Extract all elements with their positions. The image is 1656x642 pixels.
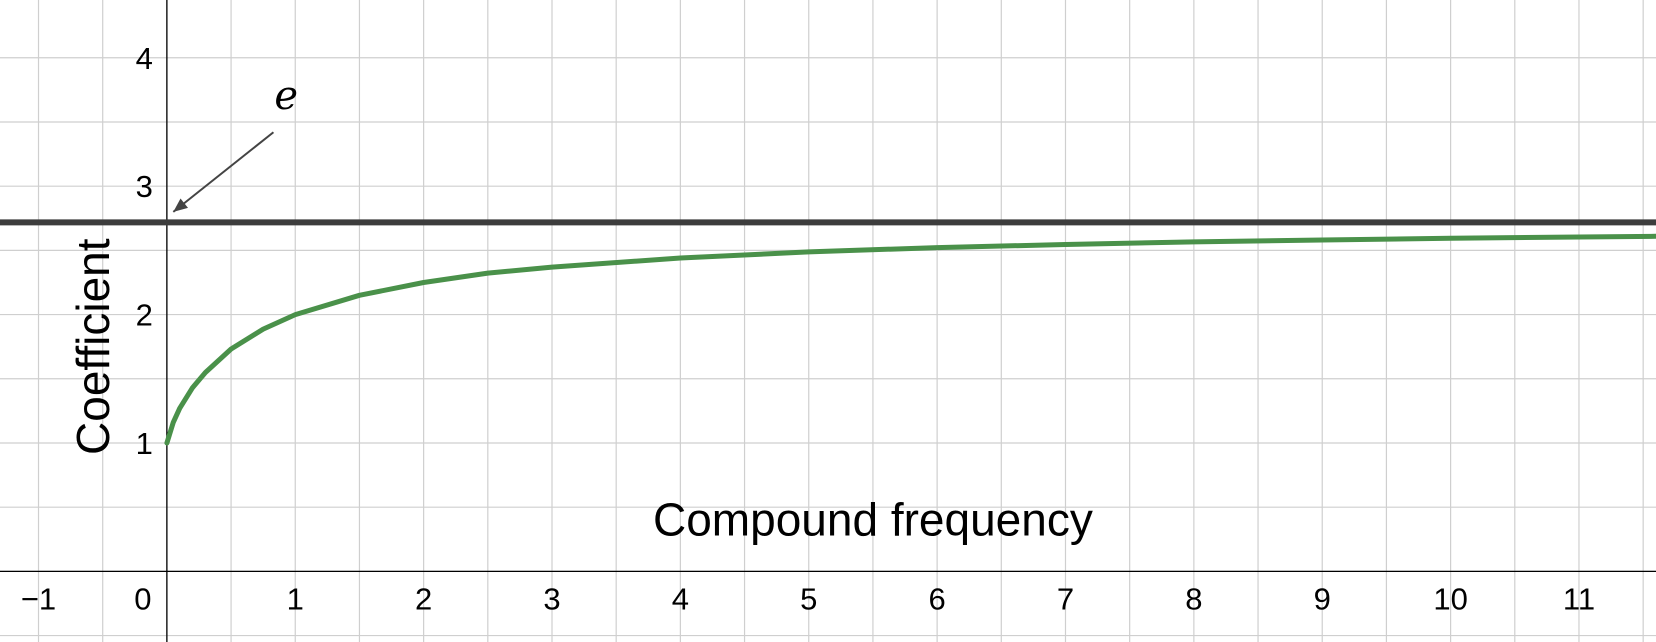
- y-tick-label: 2: [136, 298, 153, 333]
- x-tick-label: 3: [543, 581, 560, 616]
- x-tick-label: 8: [1185, 581, 1202, 616]
- x-tick-label: 6: [928, 581, 945, 616]
- x-tick-label: 1: [287, 581, 304, 616]
- y-axis-title: Coefficient: [67, 238, 119, 455]
- x-tick-label: −1: [21, 581, 56, 616]
- annotation-label: e: [274, 73, 298, 119]
- x-tick-label: 9: [1314, 581, 1331, 616]
- x-tick-label: 7: [1057, 581, 1074, 616]
- x-tick-label: 0: [134, 581, 151, 616]
- annotation-e: e: [172, 73, 298, 213]
- y-tick-label: 3: [136, 169, 153, 204]
- y-tick-label: 4: [136, 41, 153, 76]
- x-tick-label: 4: [672, 581, 689, 616]
- annotation-arrowhead: [173, 198, 188, 212]
- x-tick-label: 5: [800, 581, 817, 616]
- x-tick-label: 2: [415, 581, 432, 616]
- annotations: e: [172, 73, 298, 213]
- annotation-arrow-line: [172, 131, 275, 213]
- x-tick-label: 11: [1563, 581, 1595, 616]
- x-axis-title: Compound frequency: [653, 493, 1093, 545]
- x-tick-label: 10: [1433, 581, 1467, 616]
- curve-line: [164, 233, 1656, 446]
- series: [0, 219, 1656, 446]
- y-tick-label: 1: [136, 426, 153, 461]
